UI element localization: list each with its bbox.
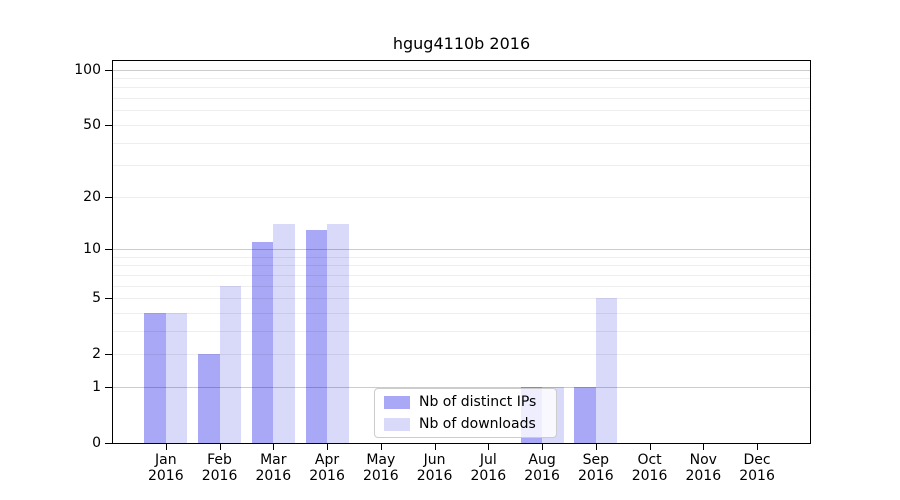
y-tick-50	[105, 124, 112, 126]
legend-label-downloads: Nb of downloads	[419, 415, 536, 432]
y-tick-5	[105, 298, 112, 300]
legend-swatch-distinct-ips	[384, 395, 410, 409]
x-tick-label-feb: Feb 2016	[201, 452, 238, 484]
minor-gridline-9	[113, 256, 810, 258]
x-tick-label-nov: Nov 2016	[685, 452, 722, 484]
x-tick-label-dec: Dec 2016	[739, 452, 775, 484]
major-gridline-10	[113, 249, 810, 250]
plot-area: 0 1 2 5 10 20 50 100 Jan 2016 Feb 2016 Mar 2016 Apr…	[74, 60, 811, 484]
x-tick-label-mar: Mar 2016	[255, 452, 292, 484]
minor-gridline-8	[113, 265, 810, 267]
bar-downloads-apr	[327, 223, 349, 443]
x-tick-label-jul: Jul 2016	[470, 452, 507, 484]
y-tick-10	[105, 249, 112, 250]
x-tick-feb	[219, 443, 221, 450]
y-tick-label-50: 50	[83, 116, 101, 133]
minor-gridline-2	[113, 354, 810, 356]
bar-distinct-ips-feb	[198, 354, 220, 443]
minor-gridline-20	[113, 196, 810, 198]
chart-title: hgug4110b 2016	[392, 34, 531, 53]
minor-gridline-50	[113, 124, 810, 126]
x-tick-label-jun: Jun 2016	[416, 452, 453, 484]
bar-distinct-ips-apr	[305, 229, 328, 443]
y-tick-0	[105, 443, 112, 444]
bar-downloads-sep	[595, 298, 618, 443]
minor-gridline-60	[113, 110, 810, 112]
bar-downloads-mar	[273, 223, 295, 443]
bar-downloads-jan	[165, 312, 188, 443]
major-gridline-1	[113, 386, 810, 388]
y-tick-100	[105, 69, 112, 71]
x-tick-label-oct: Oct 2016	[631, 452, 668, 484]
minor-gridline-90	[113, 78, 810, 80]
legend-item-downloads: Nb of downloads	[384, 416, 547, 433]
minor-gridline-4	[113, 312, 810, 314]
x-tick-aug	[542, 443, 544, 450]
y-tick-1	[105, 386, 112, 388]
bar-distinct-ips-jan	[144, 312, 166, 443]
x-tick-label-sep: Sep 2016	[577, 452, 614, 484]
x-tick-apr	[327, 443, 329, 450]
x-tick-mar	[273, 443, 275, 450]
x-tick-jun	[434, 443, 436, 450]
legend-label-distinct-ips: Nb of distinct IPs	[419, 393, 537, 410]
y-tick-label-2: 2	[92, 346, 101, 363]
minor-gridline-3	[113, 330, 810, 332]
minor-gridline-5	[113, 298, 810, 300]
y-tick-label-5: 5	[92, 290, 101, 307]
minor-gridline-6	[113, 285, 810, 287]
minor-gridline-30	[113, 165, 810, 167]
x-tick-oct	[649, 443, 651, 450]
bar-distinct-ips-sep	[574, 386, 596, 443]
y-tick-20	[105, 196, 112, 198]
y-tick-2	[105, 354, 112, 356]
x-tick-jul	[488, 443, 490, 450]
legend-item-distinct-ips: Nb of distinct IPs	[384, 394, 547, 411]
y-tick-label-0: 0	[92, 435, 101, 451]
x-tick-may	[380, 443, 382, 450]
x-tick-sep	[595, 443, 597, 450]
legend: Nb of distinct IPs Nb of downloads	[374, 388, 557, 438]
bar-distinct-ips-mar	[251, 241, 274, 443]
x-tick-nov	[703, 443, 705, 450]
major-gridline-100	[113, 69, 810, 71]
x-tick-label-aug: Aug 2016	[524, 452, 560, 484]
legend-swatch-downloads	[384, 417, 410, 431]
x-tick-label-jan: Jan 2016	[147, 452, 184, 484]
minor-gridline-80	[113, 87, 810, 89]
y-tick-label-100: 100	[74, 61, 101, 78]
bar-downloads-feb	[219, 285, 242, 443]
y-tick-label-1: 1	[92, 378, 101, 395]
x-tick-dec	[757, 443, 759, 450]
y-tick-label-20: 20	[83, 188, 101, 205]
x-tick-jan	[165, 443, 167, 450]
minor-gridline-70	[113, 98, 810, 100]
x-tick-label-apr: Apr 2016	[309, 452, 345, 484]
y-tick-label-10: 10	[83, 241, 101, 257]
x-tick-label-may: May 2016	[362, 452, 399, 484]
minor-gridline-40	[113, 142, 810, 144]
minor-gridline-7	[113, 274, 810, 276]
